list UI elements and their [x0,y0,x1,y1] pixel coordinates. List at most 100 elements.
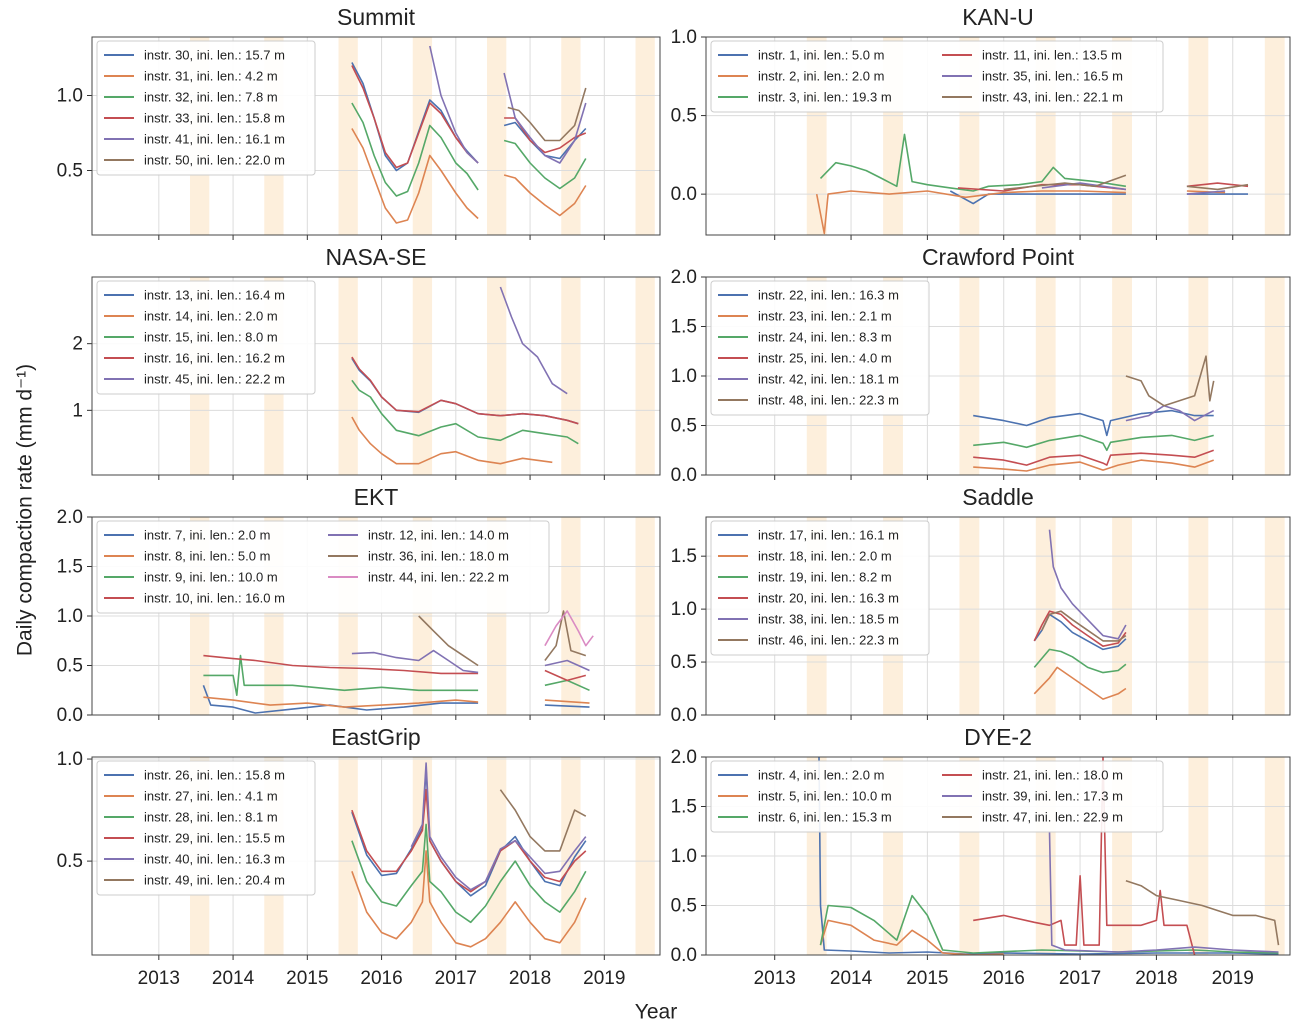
x-tick-label: 2014 [212,968,255,989]
legend-label: instr. 8, ini. len.: 5.0 m [144,548,270,563]
melt-season-band [412,37,433,235]
panel-title: EKT [354,484,399,510]
x-tick-label: 2013 [754,968,796,989]
y-tick-label: 2.0 [671,267,697,288]
y-tick-label: 1.5 [671,797,697,818]
series-line [351,379,579,445]
melt-season-band [561,277,581,475]
series-line [418,610,587,667]
legend-label: instr. 39, ini. len.: 17.3 m [982,788,1123,803]
legend-label: instr. 14, ini. len.: 2.0 m [144,308,278,323]
legend-box [710,520,930,656]
melt-season-band [1188,37,1209,235]
legend-box [96,520,550,614]
legend-label: instr. 35, ini. len.: 16.5 m [982,68,1123,83]
axes-frame [705,276,1291,476]
x-tick-label: 2019 [583,968,625,989]
melt-season-band [338,277,358,475]
series-line [351,850,587,948]
axes-frame [91,756,661,956]
legend-box [96,40,316,176]
legend-label: instr. 6, ini. len.: 15.3 m [758,809,892,824]
series-line [815,190,1226,235]
y-tick-label: 1.5 [57,557,83,578]
melt-season-band [959,517,980,715]
panel-title: Crawford Point [922,244,1075,270]
legend-box [710,280,930,416]
plot-area [818,757,1280,955]
x-tick-label: 2013 [138,968,180,989]
axes-frame [705,756,1291,956]
legend-label: instr. 19, ini. len.: 8.2 m [758,569,892,584]
melt-season-band [487,277,507,475]
y-tick-label: 0.5 [671,416,697,437]
legend-label: instr. 3, ini. len.: 19.3 m [758,89,892,104]
y-tick-label: 2 [72,334,83,355]
legend-label: instr. 47, ini. len.: 22.9 m [982,809,1123,824]
legend-label: instr. 25, ini. len.: 4.0 m [758,350,892,365]
series-line [1033,610,1127,647]
x-tick-label: 2019 [1212,968,1254,989]
series-line [499,286,568,395]
panel-title: EastGrip [331,724,420,750]
y-tick-label: 2.0 [57,507,83,528]
melt-season-band [412,757,433,955]
series-line [351,356,579,425]
series-line [1048,529,1127,640]
legend-label: instr. 22, ini. len.: 16.3 m [758,287,899,302]
legend-label: instr. 13, ini. len.: 16.4 m [144,287,285,302]
plot-area [973,355,1215,472]
legend-label: instr. 21, ini. len.: 18.0 m [982,767,1123,782]
y-tick-label: 0.5 [671,106,697,127]
y-tick-label: 1.5 [671,546,697,567]
series-line [1033,666,1127,700]
y-tick-label: 1.0 [57,86,83,107]
series-line [410,762,587,891]
plot-area [202,610,594,714]
panel-title: DYE-2 [964,724,1032,750]
melt-season-band [1264,37,1285,235]
melt-season-band [487,37,507,235]
series-line [1125,404,1215,422]
y-tick-label: 1.0 [671,599,697,620]
x-tick-label: 2015 [906,968,948,989]
y-tick-label: 1.0 [671,27,697,48]
legend-label: instr. 42, ini. len.: 18.1 m [758,371,899,386]
x-tick-label: 2018 [509,968,551,989]
legend-box [710,40,1164,113]
plot-area [815,133,1249,235]
series-line [1003,174,1249,191]
panel-title: Saddle [962,484,1034,510]
legend-label: instr. 11, ini. len.: 13.5 m [982,47,1122,62]
series-line [202,685,590,714]
legend-box [96,760,316,896]
x-tick-label: 2017 [435,968,477,989]
x-tick-label: 2016 [983,968,1025,989]
y-axis-label: Daily compaction rate (mm d⁻¹) [14,364,37,656]
series-line [351,416,553,465]
y-tick-label: 0.5 [57,851,83,872]
legend-box [710,760,1164,833]
axes-frame [91,516,661,716]
legend-label: instr. 44, ini. len.: 22.2 m [368,569,509,584]
x-tick-label: 2014 [830,968,873,989]
y-tick-label: 0.0 [671,705,697,726]
melt-season-band [635,757,655,955]
series-line [499,789,587,852]
melt-season-band [1264,517,1285,715]
panel-title: KAN-U [962,4,1034,30]
melt-season-band [1112,517,1132,715]
legend-label: instr. 30, ini. len.: 15.7 m [144,47,285,62]
series-line [819,133,1127,192]
legend-label: instr. 40, ini. len.: 16.3 m [144,851,285,866]
y-tick-label: 0.5 [57,656,83,677]
y-tick-label: 0.0 [57,705,83,726]
series-line [1041,610,1127,642]
legend-label: instr. 20, ini. len.: 16.3 m [758,590,899,605]
y-tick-label: 1.0 [57,606,83,627]
legend-label: instr. 16, ini. len.: 16.2 m [144,350,285,365]
series-line [351,823,587,924]
y-tick-label: 1 [72,400,83,421]
melt-season-band [561,37,581,235]
legend-label: instr. 26, ini. len.: 15.8 m [144,767,285,782]
